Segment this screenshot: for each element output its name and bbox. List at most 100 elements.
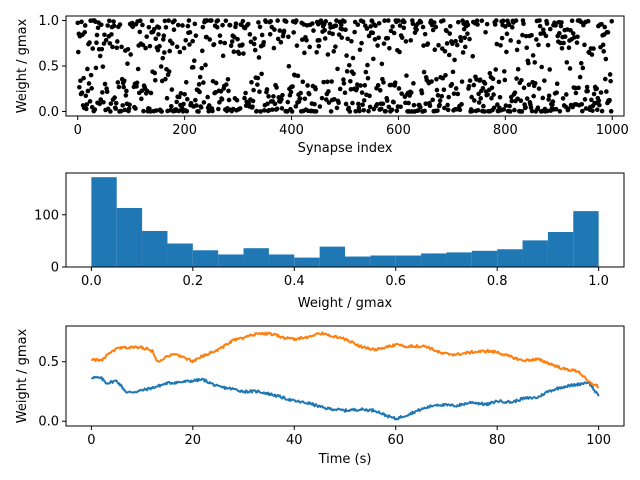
scatter-point [459,101,464,107]
scatter-point [82,29,88,35]
scatter-point [87,40,92,45]
scatter-point [450,69,456,75]
scatter-point [143,45,148,51]
scatter-point [281,28,287,34]
scatter-point [434,87,440,93]
scatter-point [568,28,573,33]
scatter-point [477,77,483,82]
scatter-point [435,93,441,98]
scatter-point [562,34,568,39]
scatter-point [256,20,261,25]
scatter-point [373,23,378,29]
scatter-point [563,92,569,97]
scatter-point [290,84,295,89]
scatter-point [550,99,556,104]
scatter-point [583,106,589,111]
histogram-bar [91,177,117,267]
scatter-point [166,69,172,74]
scatter-point [564,60,570,65]
scatter-point [361,98,367,103]
scatter-point [237,106,243,111]
scatter-point [598,90,604,95]
scatter-point [236,51,242,57]
scatter-point [418,19,424,25]
scatter-point [205,94,210,100]
scatter-point [396,18,401,23]
scatter-point [245,21,251,27]
scatter-point [474,18,480,23]
scatter-point [594,107,600,113]
scatter-point [380,101,386,107]
scatter-point [231,49,237,54]
scatter-point [333,23,339,29]
scatter-point [259,71,264,77]
scatter-point [123,93,129,98]
scatter-point [569,18,575,24]
scatter-point [396,86,402,91]
scatter-point [144,34,150,39]
scatter-point [78,78,83,84]
scatter-point [335,66,340,72]
scatter-point [566,45,572,51]
scatter-x-tick-label: 600 [386,123,411,138]
scatter-point [341,77,346,82]
scatter-point [482,81,488,86]
histogram-x-tick-label: 0.4 [284,274,305,289]
histogram-bar [471,250,498,267]
scatter-point [345,36,350,42]
scatter-point [126,106,132,111]
scatter-point [580,108,585,114]
timeseries-y-label: Weight / gmax [15,328,30,423]
histogram-x-tick-label: 0.0 [81,274,102,289]
scatter-point [135,66,141,72]
histogram-bar [218,254,244,267]
scatter-point [379,61,385,67]
scatter-point [485,92,491,97]
scatter-point [272,27,277,32]
scatter-point [341,81,347,86]
scatter-point [535,105,541,111]
scatter-point [155,47,161,53]
scatter-point [326,100,332,105]
scatter-point [365,75,371,81]
histogram-bar [370,255,396,267]
scatter-point [519,109,525,114]
scatter-point [226,97,232,103]
histogram-bar [497,249,523,267]
scatter-point [87,99,93,104]
scatter-point [584,84,590,90]
scatter-point [227,22,233,28]
timeseries-lines [90,331,600,421]
scatter-point [387,46,392,51]
scatter-point [178,91,184,96]
scatter-point [75,49,81,55]
scatter-point [261,108,267,113]
scatter-point [578,60,584,66]
scatter-point [367,93,372,99]
scatter-point [544,21,550,26]
scatter-point [267,31,273,37]
scatter-point [375,83,381,88]
scatter-point [419,90,425,96]
scatter-point [507,103,512,109]
scatter-point [179,105,185,110]
timeseries-x-tick-label: 100 [586,433,611,448]
scatter-point [199,65,205,71]
scatter-point [217,33,223,38]
scatter-point [398,104,403,110]
scatter-ticks: 0 200 400 600 800 1000 0.0 0.5 1.0 [38,14,628,138]
scatter-point [546,97,551,102]
scatter-point [193,97,198,103]
scatter-point [243,90,248,96]
scatter-point [317,38,322,43]
scatter-point [283,19,289,24]
scatter-point [487,71,493,76]
scatter-point [264,87,270,92]
scatter-point [293,104,299,109]
scatter-point [263,19,269,25]
histogram-bar [547,232,574,267]
scatter-point [422,108,427,114]
scatter-point [490,76,496,82]
scatter-point [343,101,349,107]
scatter-point [529,32,534,38]
